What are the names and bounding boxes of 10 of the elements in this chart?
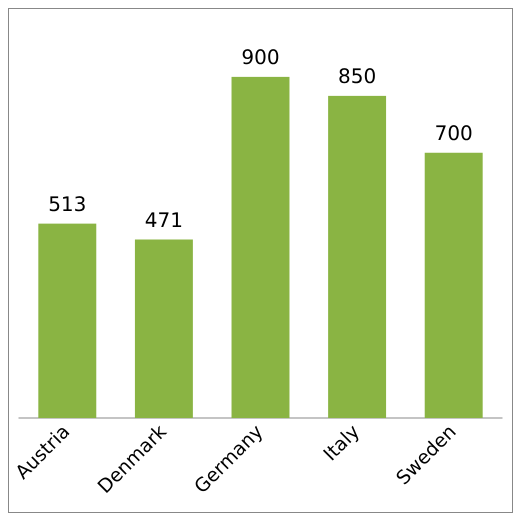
bar bbox=[232, 76, 290, 418]
bar bbox=[328, 96, 386, 418]
bar bbox=[38, 224, 96, 418]
data-label: 513 bbox=[48, 192, 86, 216]
data-label: 700 bbox=[434, 120, 473, 145]
data-label: 471 bbox=[144, 208, 183, 232]
data-label: 900 bbox=[241, 45, 280, 70]
bar bbox=[424, 152, 483, 418]
data-label: 850 bbox=[338, 64, 376, 88]
bar bbox=[134, 240, 193, 418]
